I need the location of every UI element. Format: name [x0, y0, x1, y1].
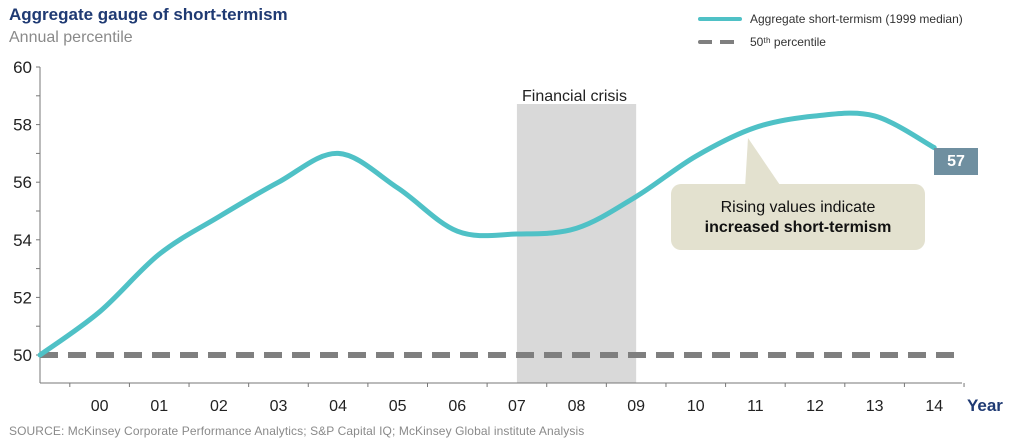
financial-crisis-label: Financial crisis [509, 88, 640, 106]
source-note: SOURCE: McKinsey Corporate Performance A… [9, 424, 584, 438]
y-tick-label: 58 [13, 116, 32, 135]
x-tick-label: 05 [389, 398, 407, 415]
x-tick-label: 12 [806, 398, 824, 415]
y-tick-label: 60 [13, 58, 32, 77]
x-tick-label: 02 [210, 398, 228, 415]
x-axis-label: Year [967, 396, 1003, 415]
x-tick-label: 11 [747, 398, 764, 415]
x-tick-label: 14 [925, 398, 943, 415]
end-value-badge: 57 [934, 148, 978, 175]
y-tick-label: 52 [13, 288, 32, 307]
shaded-region-financial-crisis [517, 104, 636, 383]
callout-line-1: Rising values indicate [671, 198, 925, 218]
y-tick-label: 50 [13, 346, 32, 365]
callout-pointer [745, 138, 782, 188]
y-tick-label: 54 [13, 231, 32, 250]
x-tick-label: 09 [627, 398, 645, 415]
x-tick-label: 04 [329, 398, 347, 415]
x-tick-label: 01 [150, 398, 168, 415]
x-tick-label: 06 [448, 398, 466, 415]
callout-line-2: increased short-termism [671, 218, 925, 238]
x-tick-label: 08 [568, 398, 586, 415]
annotation-callout: Rising values indicate increased short-t… [671, 184, 925, 250]
x-tick-label: 00 [91, 398, 109, 415]
x-tick-label: 10 [687, 398, 705, 415]
x-tick-label: 13 [866, 398, 884, 415]
y-tick-label: 56 [13, 173, 32, 192]
x-tick-label: 07 [508, 398, 526, 415]
x-tick-label: 03 [270, 398, 288, 415]
